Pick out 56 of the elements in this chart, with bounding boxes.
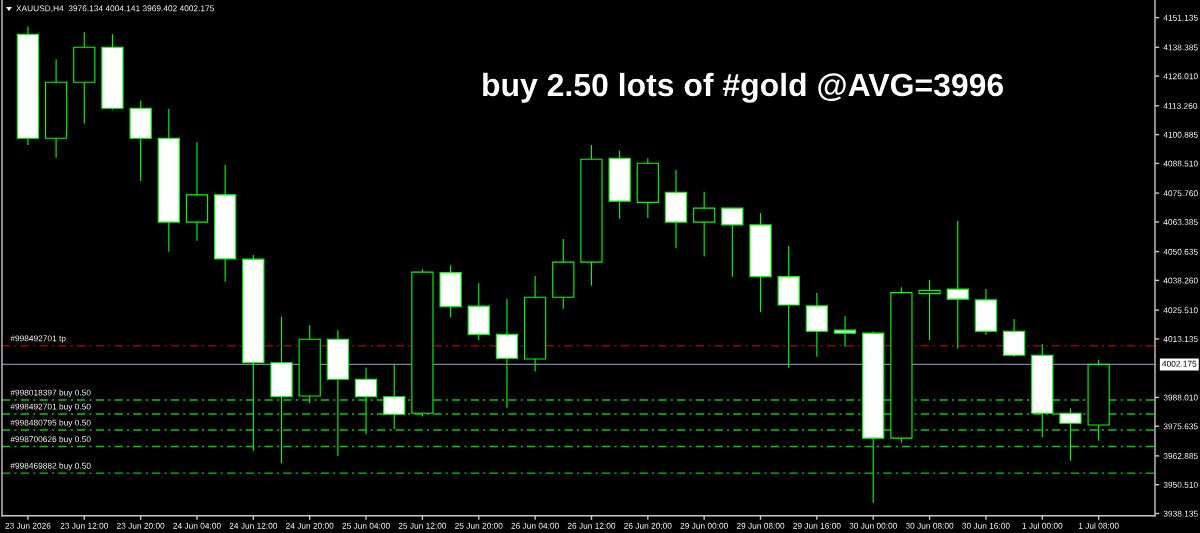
x-tick-label: 25 Jun 04:00 (342, 522, 390, 529)
candlestick (1002, 318, 1026, 358)
x-tick-label: 29 Jun 00:00 (680, 522, 728, 529)
y-tick-label: 4075.760 (1163, 190, 1198, 197)
x-tick-label: 24 Jun 20:00 (286, 522, 334, 529)
x-tick-label: 25 Jun 20:00 (455, 522, 503, 529)
ref-line-label: #998469882 buy 0.50 (10, 462, 91, 471)
ref-line-label: #998018397 buy 0.50 (10, 389, 91, 398)
y-tick-label: 4013.135 (1163, 336, 1198, 343)
x-tick-label: 24 Jun 12:00 (229, 522, 278, 529)
x-tick-label: 23 Jun 12:00 (60, 522, 109, 529)
ref-line-label: 4002.175 (1162, 360, 1197, 367)
y-tick-label: 3938.135 (1163, 510, 1198, 517)
x-tick-label: 29 Jun 08:00 (736, 522, 785, 529)
y-tick-label: 4050.635 (1163, 248, 1198, 255)
x-tick-label: 30 Jun 00:00 (849, 522, 897, 529)
ref-line-label: #998492701 buy 0.50 (10, 403, 91, 412)
x-tick-label: 23 Jun 2026 (5, 522, 51, 529)
y-tick-label: 4138.385 (1163, 44, 1198, 51)
x-tick-label: 1 Jul 08:00 (1078, 522, 1119, 529)
x-tick-label: 30 Jun 16:00 (962, 522, 1010, 529)
y-tick-label: 3950.510 (1163, 481, 1198, 488)
y-tick-label: 4088.510 (1163, 160, 1198, 167)
y-tick-label: 3962.885 (1163, 453, 1198, 459)
ref-line-label: #998480795 buy 0.50 (10, 419, 91, 428)
x-tick-label: 26 Jun 04:00 (511, 522, 559, 529)
y-tick-label: 4038.260 (1163, 277, 1198, 284)
x-tick-label: 26 Jun 20:00 (624, 522, 672, 529)
y-tick-label: 4126.010 (1163, 73, 1198, 80)
x-tick-label: 25 Jun 12:00 (398, 522, 447, 529)
y-tick-label: 4113.260 (1163, 102, 1198, 109)
x-tick-label: 1 Jul 00:00 (1022, 522, 1063, 529)
y-tick-label: 4063.385 (1163, 219, 1198, 226)
y-tick-label: 3988.010 (1163, 394, 1198, 401)
x-tick-label: 30 Jun 08:00 (905, 522, 954, 529)
candlestick (495, 298, 519, 409)
ref-line-label: #998492701 tp (10, 335, 66, 343)
candlestick (833, 315, 857, 348)
candlestick (383, 363, 406, 430)
candlestick (693, 191, 716, 258)
y-tick-label: 4100.885 (1163, 131, 1198, 138)
x-tick-label: 29 Jun 16:00 (793, 522, 841, 529)
y-tick-label: 4025.510 (1163, 307, 1198, 314)
y-tick-label: 4151.135 (1163, 14, 1198, 21)
y-tick-label: 3975.635 (1163, 423, 1198, 430)
text: XAUUSD,H4 3976.134 4004.141 3969.402 4002.175 (16, 5, 214, 13)
x-tick-label: 23 Jun 20:00 (116, 522, 165, 529)
ref-line-label: #998700626 buy 0.50 (10, 436, 91, 444)
candlestick (918, 279, 941, 341)
candlestick (1059, 407, 1082, 462)
x-tick-label: 26 Jun 12:00 (567, 522, 616, 529)
candlestick (946, 220, 969, 350)
x-tick-label: 24 Jun 04:00 (173, 522, 221, 529)
candlestick (354, 366, 378, 435)
candlestick (721, 207, 744, 278)
annotation: buy 2.50 lots of #gold @AVG=3996 (483, 72, 1004, 103)
